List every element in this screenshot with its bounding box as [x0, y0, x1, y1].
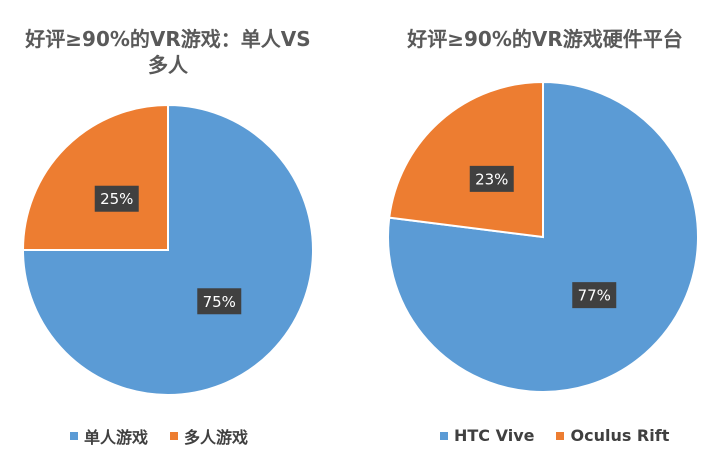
data-label: 25%: [100, 190, 133, 208]
legend-item: 单人游戏: [70, 424, 148, 448]
legend-item: Oculus Rift: [556, 426, 669, 445]
data-label: 75%: [203, 293, 236, 311]
data-label: 23%: [475, 170, 508, 188]
legend-swatch: [70, 432, 78, 440]
label-box: [469, 165, 514, 192]
pie-slice: [388, 80, 544, 239]
label-box: [572, 282, 617, 309]
legend: 单人游戏 多人游戏: [70, 424, 248, 448]
label-box: [94, 185, 139, 212]
pie-slice: [21, 103, 169, 251]
label-box: [197, 288, 242, 315]
legend-swatch: [556, 431, 565, 440]
legend-swatch: [170, 432, 179, 440]
legend: HTC Vive Oculus Rift: [440, 426, 669, 445]
legend-item: HTC Vive: [440, 426, 534, 445]
legend-label: 多人游戏: [184, 428, 249, 447]
legend-swatch: [440, 431, 448, 440]
chart-title: 好评≥90%的VR游戏：单人VS多人: [25, 27, 311, 77]
chart-title: 好评≥90%的VR游戏硬件平台: [407, 27, 683, 51]
legend-item: 多人游戏: [170, 424, 248, 448]
legend-label: Oculus Rift: [570, 426, 670, 445]
data-label: 77%: [578, 287, 611, 305]
pie-slice: [387, 80, 699, 393]
legend-label: HTC Vive: [454, 426, 535, 445]
legend-label: 单人游戏: [84, 428, 149, 447]
